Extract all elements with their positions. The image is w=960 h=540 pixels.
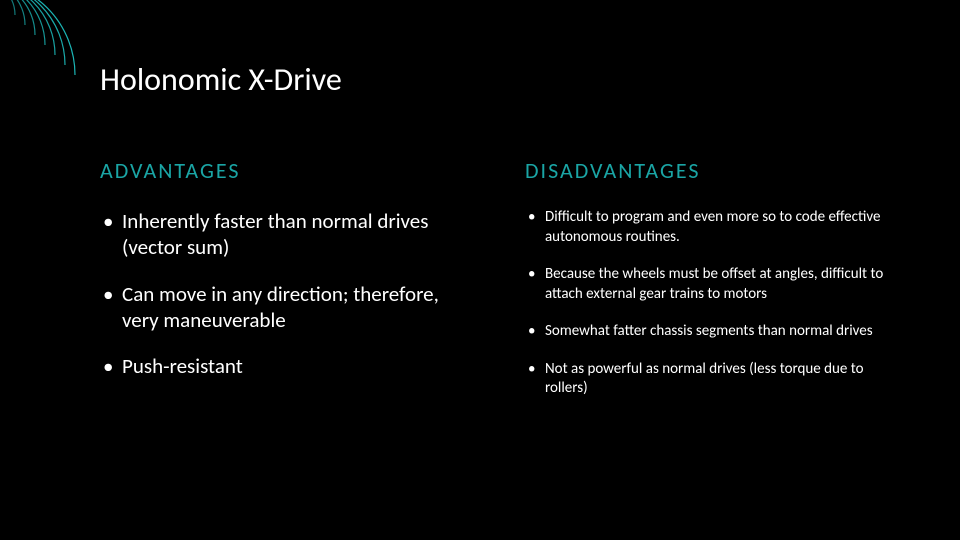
disadvantages-column: DISADVANTAGES Difficult to program and e… [525,157,900,417]
advantages-column: ADVANTAGES Inherently faster than normal… [100,157,475,417]
two-column-layout: ADVANTAGES Inherently faster than normal… [100,157,900,417]
list-item: Push-resistant [100,353,475,379]
advantages-list: Inherently faster than normal drives (ve… [100,208,475,379]
list-item: Not as powerful as normal drives (less t… [525,360,900,399]
list-item: Because the wheels must be offset at ang… [525,265,900,304]
slide-content: Holonomic X-Drive ADVANTAGES Inherently … [0,0,960,540]
disadvantages-heading: DISADVANTAGES [525,157,900,184]
disadvantages-list: Difficult to program and even more so to… [525,208,900,399]
list-item: Can move in any direction; therefore, ve… [100,281,475,334]
advantages-heading: ADVANTAGES [100,157,475,184]
list-item: Inherently faster than normal drives (ve… [100,208,475,261]
list-item: Somewhat fatter chassis segments than no… [525,322,900,342]
list-item: Difficult to program and even more so to… [525,208,900,247]
slide-title: Holonomic X-Drive [100,60,900,99]
